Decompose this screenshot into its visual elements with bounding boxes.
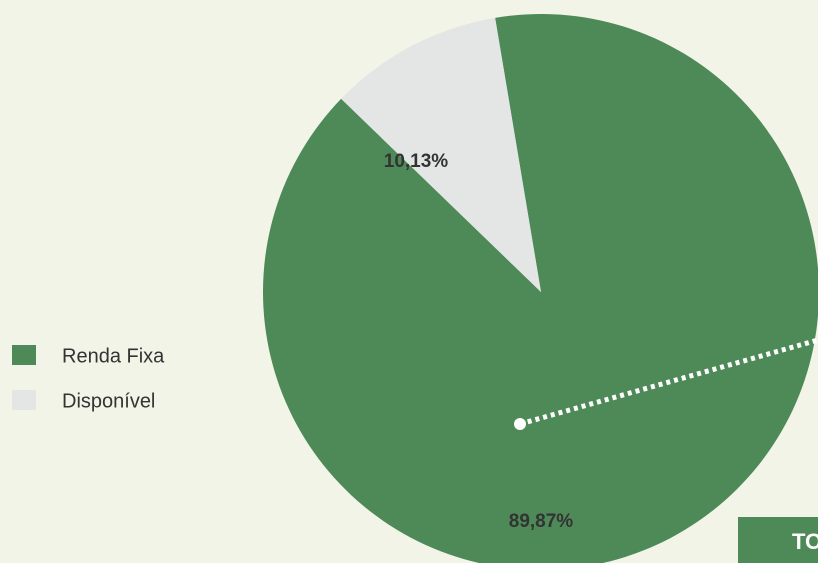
- data-label: 10,13%: [384, 151, 449, 172]
- legend-label: Disponível: [62, 390, 155, 412]
- legend-label: Renda Fixa: [62, 345, 165, 367]
- legend-swatch: [12, 345, 36, 365]
- pie-slice: [341, 17, 541, 293]
- pointer-line: [519, 337, 818, 427]
- pie-slice: [263, 14, 818, 563]
- data-label: 89,87%: [509, 511, 574, 532]
- total-label: TO: [792, 529, 818, 554]
- pointer-dot: [514, 418, 526, 430]
- legend-swatch: [12, 390, 36, 410]
- total-box: [738, 517, 818, 563]
